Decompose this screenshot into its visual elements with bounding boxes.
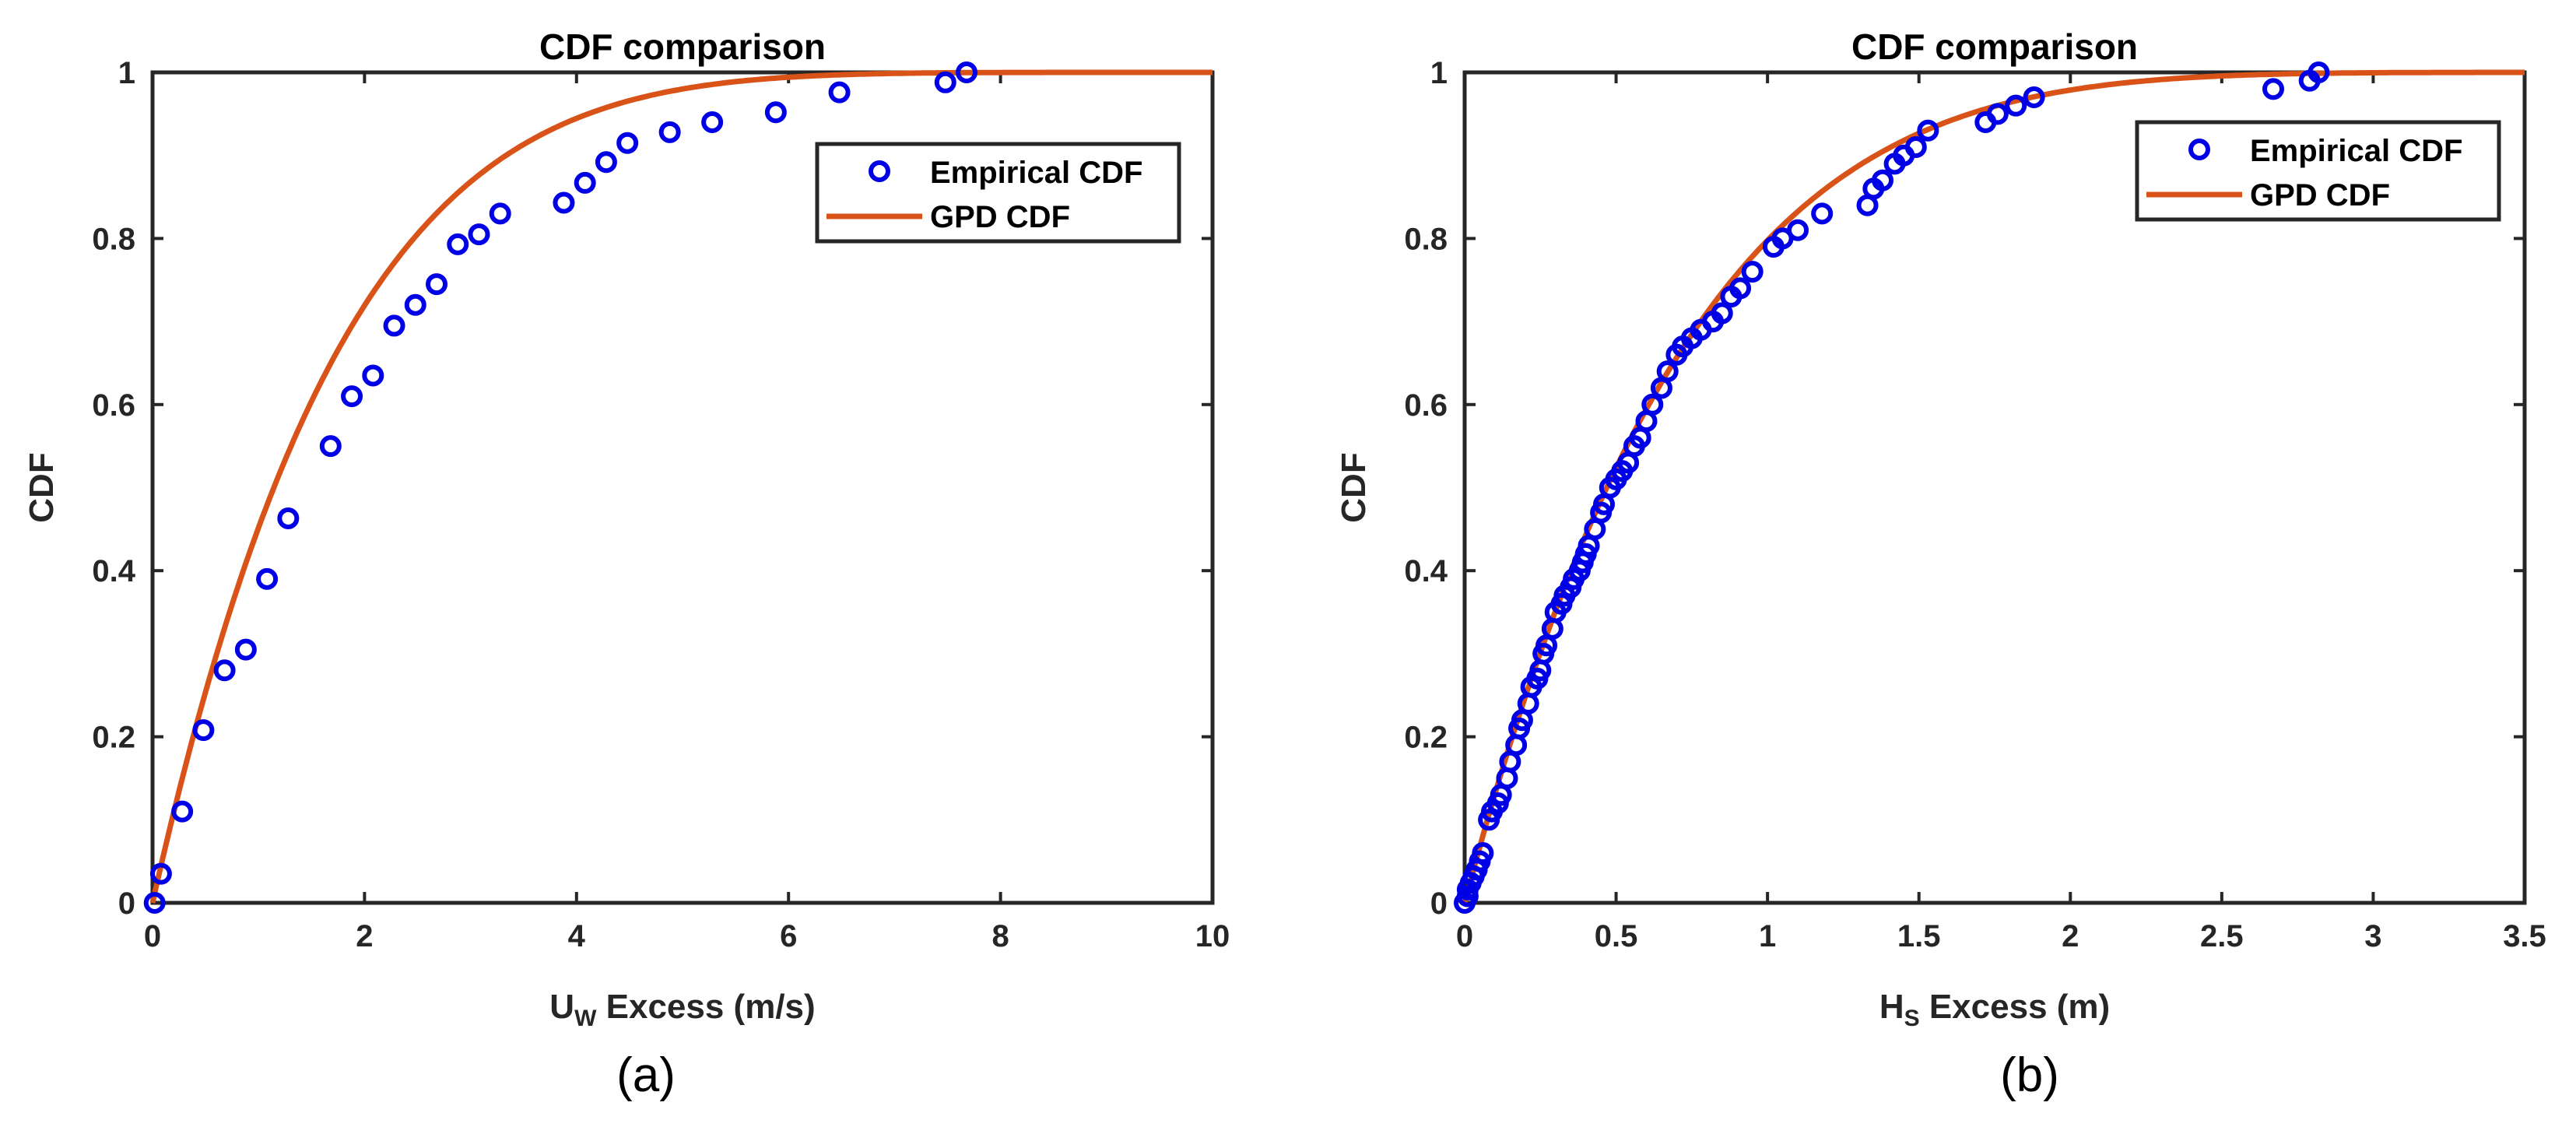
x-tick-label: 2.5 [2200, 919, 2244, 953]
legend-label-empirical: Empirical CDF [930, 156, 1142, 190]
x-tick-label: 3 [2364, 919, 2381, 953]
legend-box [815, 142, 1181, 244]
y-tick-label: 0.2 [92, 721, 135, 755]
empirical-point [426, 273, 448, 296]
empirical-point [701, 111, 724, 134]
y-tick-label: 0.6 [1404, 388, 1448, 423]
empirical-point [1986, 103, 2009, 125]
x-tick-label: 2 [356, 919, 373, 953]
empirical-point [256, 567, 279, 590]
chart-title: CDF comparison [1851, 26, 2138, 67]
legend-label-gpd: GPD CDF [930, 200, 1070, 234]
x-tick-label: 0.5 [1595, 919, 1638, 953]
legend-label-gpd: GPD CDF [2250, 178, 2390, 212]
y-tick-label: 0.8 [92, 222, 135, 256]
empirical-point [1472, 841, 1494, 864]
empirical-point [616, 132, 639, 154]
empirical-point [383, 314, 405, 337]
x-tick-label: 6 [780, 919, 797, 953]
chart-panel-b: 0 0.5 1 1.5 2 2.5 3 3.5 0 0.2 0.4 0.6 0.8 1 CDF compar… [1335, 26, 2546, 1102]
empirical-point [1741, 261, 1764, 283]
empirical-point [2308, 61, 2330, 83]
empirical-point [143, 892, 166, 914]
empirical-point [277, 507, 300, 529]
x-tick-label: 0 [144, 919, 161, 953]
empirical-point [2005, 94, 2027, 117]
panel-caption: (b) [2000, 1048, 2059, 1102]
empirical-point [447, 233, 469, 255]
empirical-point [1904, 136, 1927, 159]
y-axis-label: CDF [23, 452, 61, 522]
empirical-point [574, 171, 596, 194]
x-tick-label: 0 [1456, 919, 1473, 953]
legend-label-empirical: Empirical CDF [2250, 134, 2462, 168]
empirical-point [595, 151, 617, 174]
empirical-point [213, 659, 236, 682]
x-tick-label: 10 [1195, 919, 1230, 953]
empirical-point [1872, 169, 1894, 191]
legend: Empirical CDF GPD CDF [815, 142, 1181, 244]
y-tick-label: 0.6 [92, 388, 135, 423]
empirical-point [658, 121, 681, 143]
x-tick-label: 1.5 [1897, 919, 1941, 953]
empirical-point [553, 191, 575, 214]
empirical-point [319, 435, 342, 458]
legend-marker-empirical [2188, 139, 2210, 160]
empirical-point [1656, 360, 1679, 383]
x-tick-label: 1 [1759, 919, 1776, 953]
empirical-point [828, 81, 851, 104]
empirical-point [171, 800, 194, 823]
y-tick-label: 0.2 [1404, 721, 1448, 755]
empirical-point [1917, 119, 1939, 142]
y-tick-label: 0.4 [1404, 554, 1448, 588]
y-tick-label: 0 [1430, 887, 1448, 921]
panel-caption: (a) [616, 1048, 676, 1102]
empirical-point [1811, 202, 1834, 225]
y-axis-label: CDF [1335, 452, 1373, 522]
chart-panel-a: 0 2 4 6 8 10 0 0.2 0.4 0.6 0.8 1 CDF comparison CDF UW… [23, 26, 1230, 1102]
gpd-cdf-line [149, 69, 1213, 904]
empirical-point [149, 862, 172, 885]
y-tick-label: 0.8 [1404, 222, 1448, 256]
empirical-point [2023, 86, 2045, 109]
empirical-point [489, 202, 511, 225]
legend-marker-empirical [869, 160, 890, 182]
empirical-point [362, 364, 384, 387]
empirical-point [1729, 277, 1752, 300]
y-tick-label: 1 [118, 56, 135, 90]
x-axis-label: UW Excess (m/s) [549, 988, 815, 1031]
x-tick-label: 3.5 [2503, 919, 2546, 953]
legend: Empirical CDF GPD CDF [2135, 120, 2501, 222]
legend-box [2135, 120, 2501, 222]
x-tick-label: 8 [991, 919, 1009, 953]
empirical-point [956, 61, 978, 83]
empirical-point [468, 223, 490, 246]
y-tick-label: 0.4 [92, 554, 135, 588]
empirical-point [404, 293, 426, 316]
empirical-point [341, 385, 363, 408]
empirical-point [192, 719, 215, 742]
y-tick-label: 0 [118, 887, 135, 921]
empirical-point [1641, 393, 1664, 416]
empirical-point [934, 71, 956, 93]
x-axis-label: HS Excess (m) [1879, 988, 2110, 1031]
empirical-point [1711, 302, 1733, 325]
chart-title: CDF comparison [539, 26, 826, 67]
y-tick-label: 1 [1430, 56, 1448, 90]
x-tick-label: 4 [568, 919, 586, 953]
empirical-point [234, 638, 257, 661]
x-tick-label: 2 [2062, 919, 2079, 953]
empirical-point [764, 101, 787, 124]
empirical-point [1787, 219, 1809, 241]
empirical-point [2262, 78, 2285, 100]
